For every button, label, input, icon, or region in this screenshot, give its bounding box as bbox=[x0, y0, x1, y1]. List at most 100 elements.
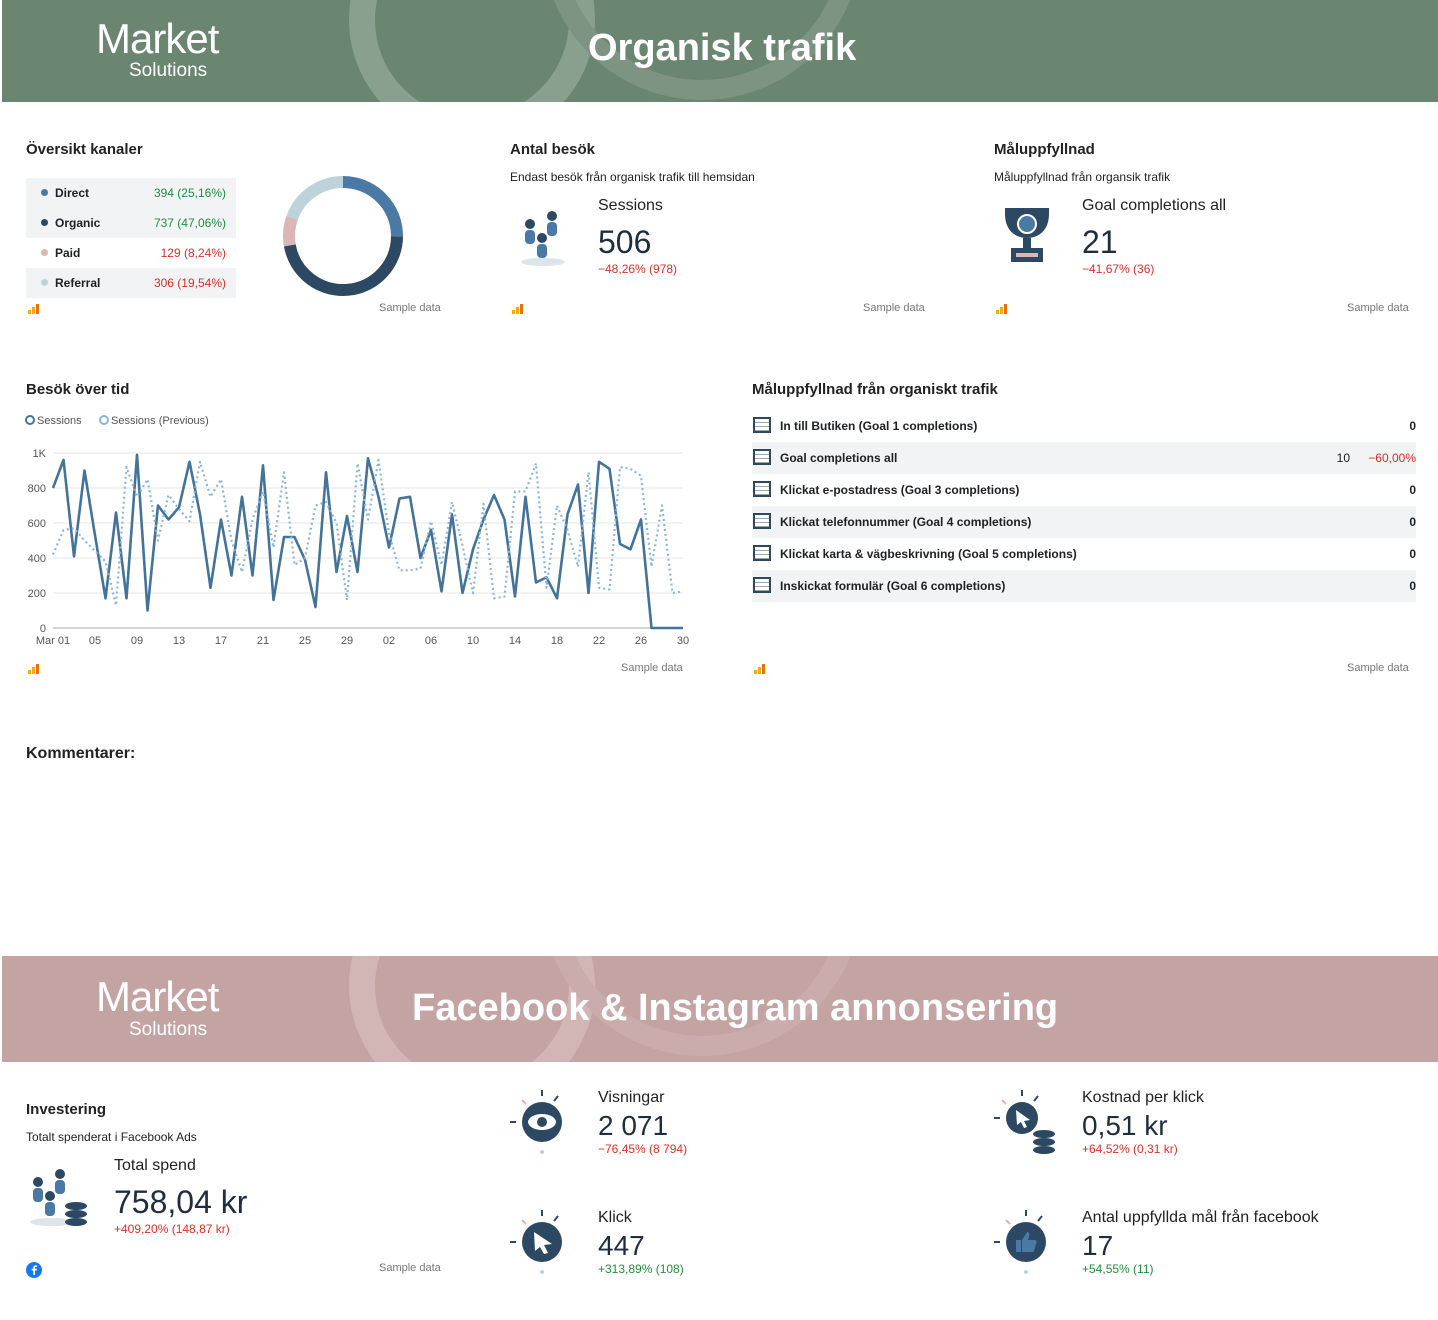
cpc-icon bbox=[994, 1090, 1055, 1154]
x-tick-label: 22 bbox=[593, 635, 605, 647]
donut-slice bbox=[283, 215, 298, 247]
card-title: Översikt kanaler bbox=[26, 141, 143, 158]
series-line bbox=[51, 458, 684, 607]
metric-change: +409,20% (148,87 kr) bbox=[114, 1222, 230, 1236]
x-tick-label: 18 bbox=[551, 635, 563, 647]
x-tick-label: 29 bbox=[341, 635, 353, 647]
x-tick-label: 09 bbox=[131, 635, 143, 647]
metric-value: 758,04 kr bbox=[114, 1184, 248, 1220]
donut-slice bbox=[342, 176, 403, 237]
row-value: 0 bbox=[1409, 483, 1416, 497]
row-icon bbox=[753, 545, 771, 561]
donut-chart bbox=[283, 176, 403, 296]
eye-icon bbox=[510, 1090, 562, 1154]
brand: Market bbox=[96, 15, 219, 62]
legend-marker bbox=[25, 415, 35, 425]
metric-value: 2 071 bbox=[598, 1110, 669, 1141]
metric-label: Klick bbox=[598, 1209, 632, 1226]
row-label: Inskickat formulär (Goal 6 completions) bbox=[780, 579, 1006, 593]
metric-label: Goal completions all bbox=[1082, 197, 1227, 214]
analytics-icon bbox=[28, 664, 39, 674]
metric-change: +313,89% (108) bbox=[598, 1262, 684, 1276]
x-tick-label: 06 bbox=[425, 635, 437, 647]
series-line bbox=[51, 453, 683, 630]
legend-marker bbox=[99, 415, 109, 425]
brand: Market bbox=[96, 973, 219, 1020]
sample-note: Sample data bbox=[621, 662, 683, 674]
row-icon bbox=[753, 481, 771, 497]
sample-note: Sample data bbox=[863, 302, 925, 314]
analytics-icon bbox=[996, 304, 1007, 314]
y-tick-label: 800 bbox=[28, 483, 46, 495]
sample-note: Sample data bbox=[1347, 662, 1409, 674]
x-tick-label: 26 bbox=[635, 635, 647, 647]
y-tick-label: 400 bbox=[28, 553, 46, 565]
row-label: Klickat telefonnummer (Goal 4 completion… bbox=[780, 515, 1032, 529]
metric-label: Sessions bbox=[598, 197, 663, 214]
row-value: 0 bbox=[1409, 515, 1416, 529]
legend-value: 737 (47,06%) bbox=[153, 216, 226, 230]
card-subtitle: Endast besök från organisk trafik till h… bbox=[510, 170, 755, 184]
card-title: Besök över tid bbox=[26, 381, 130, 398]
table-row: Klickat karta & vägbeskrivning (Goal 5 c… bbox=[752, 538, 1416, 570]
metric-label: Antal uppfyllda mål från facebook bbox=[1082, 1209, 1319, 1226]
comments-title: Kommentarer: bbox=[26, 745, 136, 762]
spend-icon bbox=[30, 1169, 87, 1226]
metric-change: +64,52% (0,31 kr) bbox=[1082, 1142, 1178, 1156]
analytics-icon bbox=[28, 304, 39, 314]
legend-dot bbox=[41, 279, 48, 286]
metric-value: 0,51 kr bbox=[1082, 1110, 1168, 1141]
legend-value: 306 (19,54%) bbox=[153, 276, 226, 290]
x-tick-label: 21 bbox=[257, 635, 269, 647]
sample-note: Sample data bbox=[1347, 302, 1409, 314]
legend-label: Referral bbox=[55, 276, 101, 290]
x-tick-label: 14 bbox=[509, 635, 521, 647]
metric-change: −41,67% (36) bbox=[1082, 262, 1155, 276]
legend-label: Paid bbox=[55, 246, 81, 260]
row-value: 10 bbox=[1336, 451, 1350, 465]
row-icon bbox=[753, 417, 771, 433]
y-tick-label: 1K bbox=[33, 448, 47, 460]
legend-dot bbox=[41, 219, 48, 226]
legend-dot bbox=[41, 249, 48, 256]
facebook-icon bbox=[26, 1262, 42, 1278]
x-tick-label: 17 bbox=[215, 635, 227, 647]
table-row: In till Butiken (Goal 1 completions) 0 bbox=[752, 410, 1416, 442]
click-icon bbox=[510, 1210, 562, 1274]
brand-sub: Solutions bbox=[129, 1019, 208, 1040]
row-label: Klickat e-postadress (Goal 3 completions… bbox=[780, 483, 1020, 497]
y-tick-label: 0 bbox=[40, 623, 46, 635]
legend-label: Direct bbox=[55, 186, 90, 200]
legend-dot bbox=[41, 189, 48, 196]
y-tick-label: 200 bbox=[28, 588, 46, 600]
legend-row: Referral 306 (19,54%) bbox=[26, 268, 236, 298]
card-title: Antal besök bbox=[510, 141, 596, 158]
row-icon bbox=[753, 513, 771, 529]
row-label: Klickat karta & vägbeskrivning (Goal 5 c… bbox=[780, 547, 1077, 561]
row-icon bbox=[753, 577, 771, 593]
legend-row: Paid 129 (8,24%) bbox=[26, 238, 236, 268]
donut-slice bbox=[286, 176, 344, 221]
metric-label: Visningar bbox=[598, 1089, 665, 1106]
legend-value: 394 (25,16%) bbox=[153, 186, 226, 200]
like-icon bbox=[994, 1210, 1046, 1274]
sample-note: Sample data bbox=[379, 302, 441, 314]
table-row: Inskickat formulär (Goal 6 completions) 0 bbox=[752, 570, 1416, 602]
card-subtitle: Totalt spenderat i Facebook Ads bbox=[26, 1130, 197, 1144]
metric-change: −48,26% (978) bbox=[598, 262, 678, 276]
metric-label: Kostnad per klick bbox=[1082, 1089, 1204, 1106]
x-tick-label: 05 bbox=[89, 635, 101, 647]
metric-change: −76,45% (8 794) bbox=[598, 1142, 688, 1156]
trophy-icon bbox=[1005, 208, 1049, 262]
x-tick-label: 02 bbox=[383, 635, 395, 647]
brand-sub: Solutions bbox=[129, 60, 208, 81]
header-decor bbox=[349, 0, 851, 102]
row-value: 0 bbox=[1409, 579, 1416, 593]
x-tick-label: 25 bbox=[299, 635, 311, 647]
line-chart: Sessions Sessions (Previous) 0 200 400 600 800… bbox=[25, 415, 689, 647]
legend-row: Organic 737 (47,06%) bbox=[26, 208, 236, 238]
header-band: Market Solutions Organisk trafik bbox=[2, 0, 1438, 102]
row-label: Goal completions all bbox=[780, 451, 898, 465]
x-tick-label: 13 bbox=[173, 635, 185, 647]
